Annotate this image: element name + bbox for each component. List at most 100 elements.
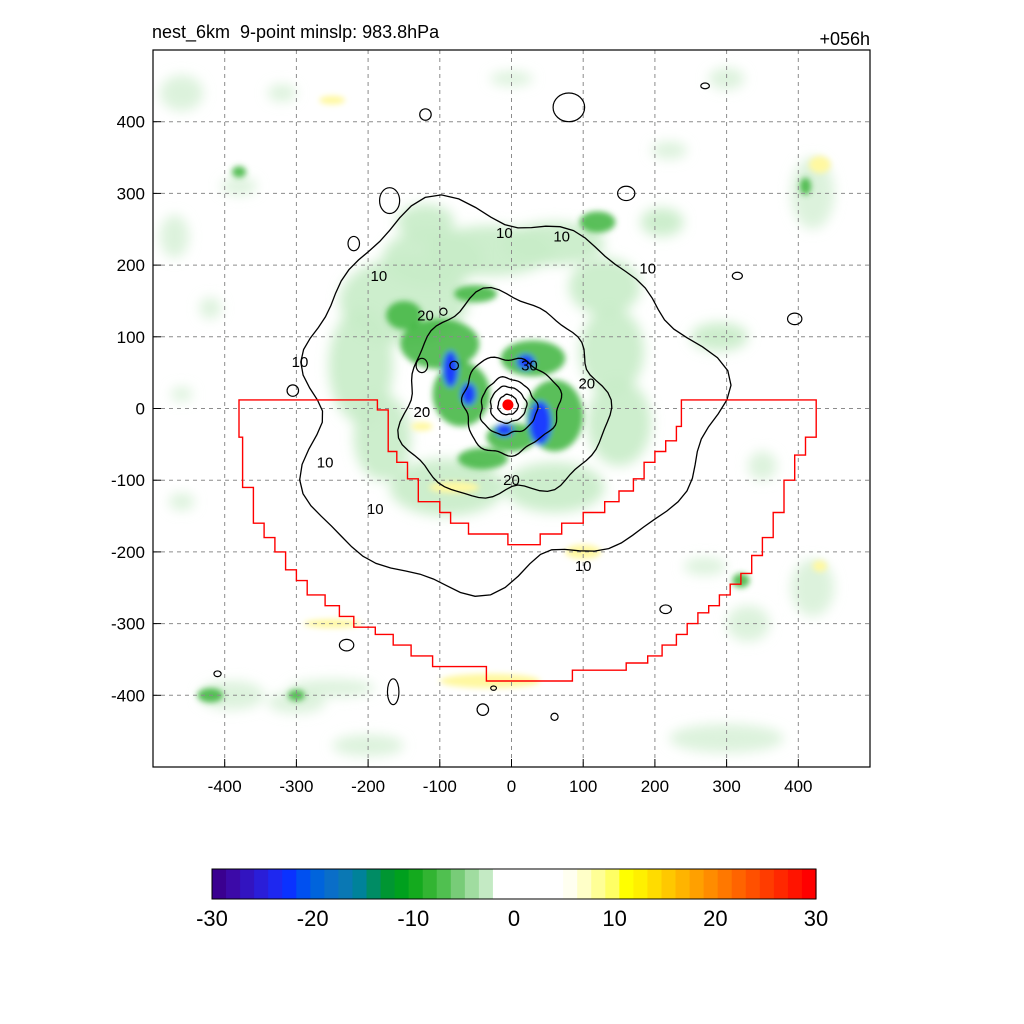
chart-title: nest_6km 9-point minslp: 983.8hPa [152,22,440,42]
field-green-core [400,318,480,370]
colorbar-swatch [506,869,522,899]
colorbar-swatch [731,869,747,899]
contour-label: 30 [521,357,538,374]
field-patch [160,214,189,258]
colorbar-swatch [324,869,340,899]
contour-label: 10 [639,261,656,278]
field-band [690,322,749,352]
colorbar-tick-label: -30 [196,906,228,931]
contour-blob [378,187,401,215]
colorbar-swatch [422,869,438,899]
colorbar-swatch [212,869,227,899]
colorbar-swatch [478,869,494,899]
colorbar-swatch [366,869,382,899]
contour-label: 20 [417,307,434,324]
field-band [640,207,684,237]
colorbar-tick-label: 0 [508,906,520,931]
contour-blob [550,712,559,721]
field-green-core [799,177,812,195]
field-green-core [231,166,247,178]
contour-blob [731,271,743,281]
x-tick-label: -200 [351,777,385,796]
colorbar-tick-label: -20 [297,906,329,931]
colorbar-swatch [464,869,480,899]
colorbar-swatch [689,869,705,899]
colorbar-swatch [338,869,354,899]
field-patch [267,691,326,714]
contour-blob [213,670,222,678]
x-tick-label: 100 [569,777,597,796]
field-patch [221,177,257,195]
x-tick-label: 0 [507,777,516,796]
field-patch [170,386,193,402]
colorbar-tick-label: 20 [703,906,727,931]
colorbar-swatch [450,869,466,899]
colorbar-swatch [282,869,297,899]
contour-label: 10 [317,454,334,471]
contour-label: 20 [414,404,431,421]
x-tick-label: 300 [712,777,740,796]
field-blue-core [461,383,476,405]
colorbar-swatch [801,869,817,899]
y-tick-label: 100 [117,328,145,347]
y-tick-label: -400 [111,686,145,705]
x-tick-label: 200 [641,777,669,796]
field-green-core [457,447,508,470]
x-axis: -400 -300 -200 -100 0 100 200 300 400 [208,759,812,796]
contour-blob [439,307,448,316]
colorbar-swatch [394,869,410,899]
colorbar-swatch [240,869,255,899]
colorbar-swatch [296,869,311,899]
y-tick-label: 0 [136,400,145,419]
field-band [504,222,605,266]
field-blue-core [443,351,458,387]
contour-label: 10 [553,228,570,245]
forecast-hour-label: +056h [819,29,870,49]
colorbar-swatch [619,869,634,899]
colorbar-swatch [436,869,452,899]
field-band [586,379,652,466]
y-tick-label: -100 [111,471,145,490]
field-blue-core [495,424,513,436]
field-patch [160,75,204,111]
contour-line [460,356,563,458]
field-patch [489,71,534,86]
colorbar-swatch [745,869,761,899]
y-axis: 400 300 200 100 0 -100 -200 -300 -400 [111,113,161,705]
contour-blob [347,235,361,252]
field-patch [748,451,777,481]
contour-blob [700,82,710,90]
colorbar-swatch [352,869,368,899]
colorbar-swatch [591,869,606,899]
field-green-core [386,300,422,330]
y-tick-label: 300 [117,184,145,203]
field-band [353,394,412,481]
field-yellow-patch [429,481,480,494]
colorbar-tick-label: 30 [804,906,828,931]
colorbar-swatch [492,869,508,899]
colorbar-swatch [633,869,649,899]
colorbar-frame [211,868,817,900]
field-yellow-patch [411,422,433,431]
colorbar-swatch [549,869,564,899]
contour-blob [490,685,498,691]
field-green-core [579,211,616,233]
colorbar-swatch [310,869,325,899]
colorbar-swatch [787,869,803,899]
colorbar-swatch [535,869,550,899]
colorbar-swatch [605,869,620,899]
field-yellow-patch [812,560,827,572]
y-tick-label: -200 [111,543,145,562]
colorbar: -30 -20 -10 0 10 20 30 [196,868,828,931]
colorbar-swatch [675,869,691,899]
x-tick-label: -100 [423,777,457,796]
field-patch [267,84,297,102]
contour-blob [338,638,355,652]
field-patch [289,679,376,697]
contour-label: 10 [496,225,513,242]
storm-center [502,399,514,411]
x-tick-label: 400 [784,777,812,796]
contour-blob [415,357,429,374]
contour-label: 10 [371,268,388,285]
red-region-outline [238,399,817,682]
